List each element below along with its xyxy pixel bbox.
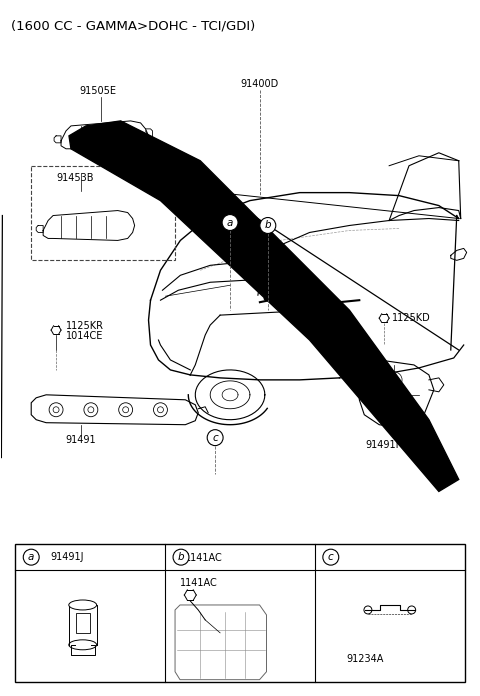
Text: 1141AC: 1141AC [180, 578, 218, 588]
Text: b: b [264, 221, 271, 230]
Text: 91491H: 91491H [365, 440, 403, 450]
Ellipse shape [69, 600, 96, 610]
Circle shape [323, 549, 339, 565]
Circle shape [173, 549, 189, 565]
Text: 1125KR: 1125KR [66, 321, 104, 331]
Bar [15, 544, 465, 681]
Text: 91453B: 91453B [56, 173, 94, 183]
Text: c: c [328, 552, 334, 562]
Text: b: b [178, 552, 184, 562]
Text: 91491J: 91491J [50, 552, 84, 562]
Text: 1014CE: 1014CE [66, 331, 103, 341]
Circle shape [23, 549, 39, 565]
Text: c: c [212, 433, 218, 443]
Text: 91234A: 91234A [346, 654, 384, 664]
Text: 1141AC: 1141AC [185, 553, 223, 563]
Bar [76, 613, 90, 633]
Text: 91400D: 91400D [240, 79, 278, 89]
Text: a: a [28, 552, 35, 562]
Text: a: a [227, 218, 233, 228]
Polygon shape [69, 121, 459, 491]
Circle shape [222, 214, 238, 230]
Text: (1600 CC - GAMMA>DOHC - TCI/GDI): (1600 CC - GAMMA>DOHC - TCI/GDI) [12, 19, 255, 32]
Text: 91491: 91491 [66, 435, 96, 445]
Circle shape [260, 218, 276, 233]
Circle shape [207, 429, 223, 445]
Text: 91505E: 91505E [79, 86, 116, 96]
Text: 1125KD: 1125KD [392, 313, 431, 323]
